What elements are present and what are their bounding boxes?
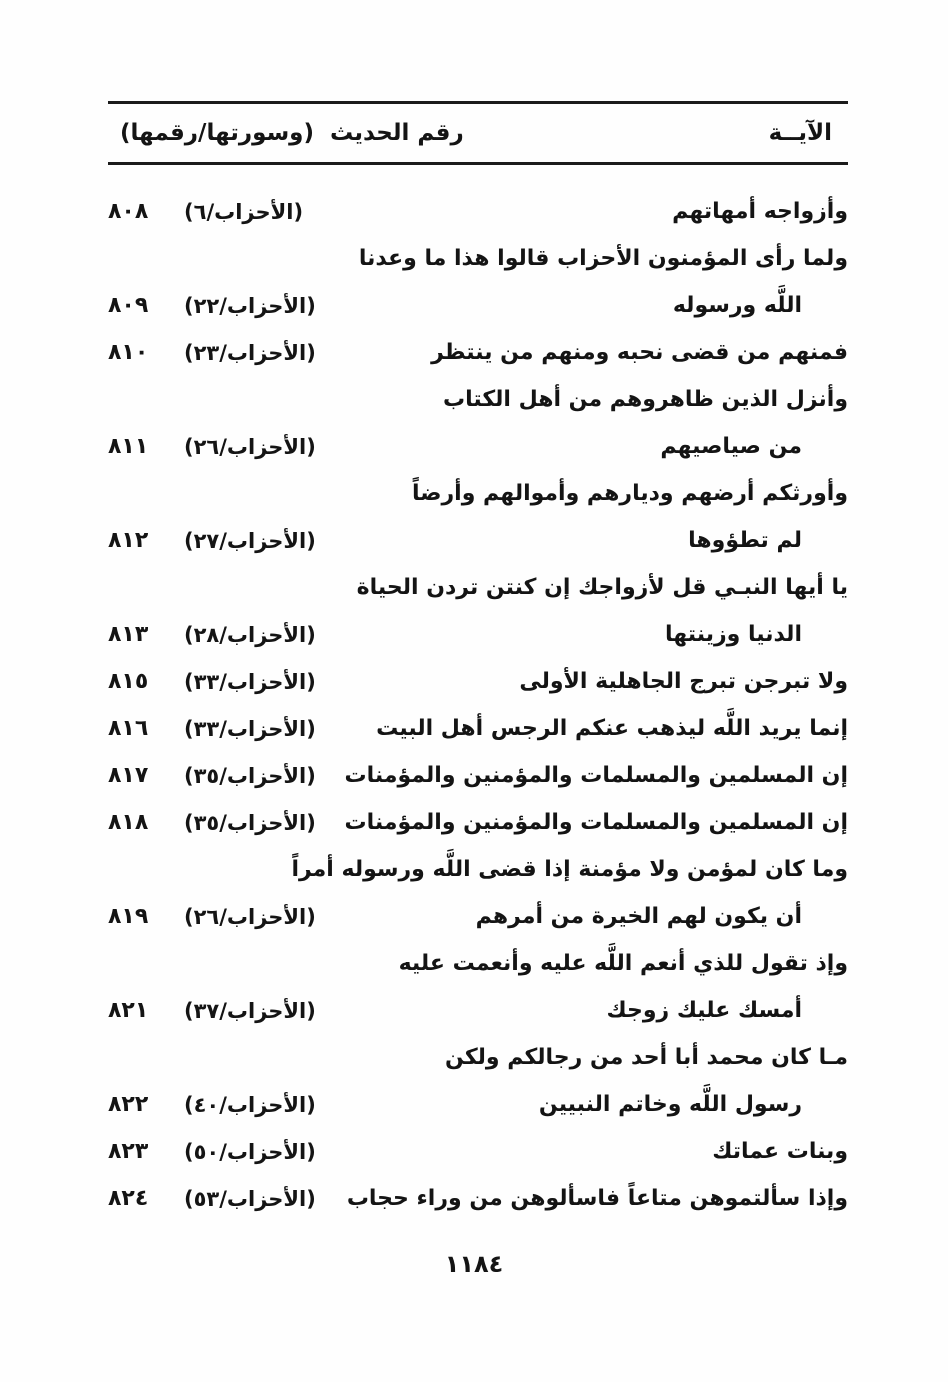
hadith-number: ٨١٠ [108,340,149,365]
index-row: وإذا سألتموهن متاعاً فاسألوهن من وراء حج… [108,1175,848,1222]
verse-reference: (الأحزاب/٢٧) [184,528,316,553]
index-row: لم تطؤوها (الأحزاب/٢٧) ٨١٢ [108,517,848,564]
verse-reference: (الأحزاب/٥٣) [184,1186,316,1211]
verse-index-list: وأزواجه أمهاتهم (الأحزاب/٦) ٨٠٨ ولما رأى… [108,188,848,1222]
verse-reference: (الأحزاب/٤٠) [184,1092,316,1117]
column-header-verse: الآيــة [768,120,832,146]
verse-text: وأزواجه أمهاتهم [672,199,848,224]
index-row: وأزواجه أمهاتهم (الأحزاب/٦) ٨٠٨ [108,188,848,235]
verse-reference: (الأحزاب/٣٣) [184,669,316,694]
verse-text: إن المسلمين والمسلمات والمؤمنين والمؤمنا… [344,810,849,835]
hadith-number: ٨١٧ [108,763,149,788]
column-header-verse-reference: (وسورتها/رقمها) [120,120,314,146]
index-row: إن المسلمين والمسلمات والمؤمنين والمؤمنا… [108,752,848,799]
verse-reference: (الأحزاب/٥٠) [184,1139,316,1164]
verse-text: وما كان لمؤمن ولا مؤمنة إذا قضى اللَّه و… [291,857,848,882]
verse-text: ولما رأى المؤمنون الأحزاب قالوا هذا ما و… [358,246,848,271]
verse-text: وبنات عماتك [712,1139,848,1164]
hadith-number: ٨١١ [108,434,149,459]
verse-text: اللَّه ورسوله [672,293,802,318]
index-row: رسول اللَّه وخاتم النبيين (الأحزاب/٤٠) ٨… [108,1081,848,1128]
verse-reference: (الأحزاب/٣٧) [184,998,316,1023]
verse-text: وإذا سألتموهن متاعاً فاسألوهن من وراء حج… [346,1186,848,1211]
verse-text: إنما يريد اللَّه ليذهب عنكم الرجس أهل ال… [376,716,848,741]
index-row: اللَّه ورسوله (الأحزاب/٢٢) ٨٠٩ [108,282,848,329]
hadith-number: ٨٠٩ [108,293,149,318]
verse-text: يا أيها النبـي قل لأزواجك إن كنتن تردن ا… [356,575,848,600]
verse-text: مـا كان محمد أبا أحد من رجالكم ولكن [445,1045,848,1070]
column-header-hadith-number: رقم الحديث [330,120,464,146]
index-row: إنما يريد اللَّه ليذهب عنكم الرجس أهل ال… [108,705,848,752]
verse-reference: (الأحزاب/٢٨) [184,622,316,647]
hadith-number: ٨١٣ [108,622,149,647]
index-row: وبنات عماتك (الأحزاب/٥٠) ٨٢٣ [108,1128,848,1175]
verse-text: من صياصيهم [660,434,802,459]
verse-reference: (الأحزاب/٣٣) [184,716,316,741]
verse-text: إن المسلمين والمسلمات والمؤمنين والمؤمنا… [344,763,849,788]
verse-reference: (الأحزاب/٣٥) [184,763,316,788]
index-row: يا أيها النبـي قل لأزواجك إن كنتن تردن ا… [108,564,848,611]
index-row: ولما رأى المؤمنون الأحزاب قالوا هذا ما و… [108,235,848,282]
verse-text: وأورثكم أرضهم وديارهم وأموالهم وأرضاً [411,481,848,506]
index-row: أمسك عليك زوجك (الأحزاب/٣٧) ٨٢١ [108,987,848,1034]
index-row: مـا كان محمد أبا أحد من رجالكم ولكن [108,1034,848,1081]
verse-text: أمسك عليك زوجك [606,998,802,1023]
index-row: وما كان لمؤمن ولا مؤمنة إذا قضى اللَّه و… [108,846,848,893]
index-row: وأنزل الذين ظاهروهم من أهل الكتاب [108,376,848,423]
table-header: الآيــة رقم الحديث (وسورتها/رقمها) [108,101,848,165]
hadith-number: ٨١٨ [108,810,149,835]
hadith-number: ٨٠٨ [108,199,149,224]
hadith-number: ٨١٥ [108,669,149,694]
verse-text: رسول اللَّه وخاتم النبيين [538,1092,802,1117]
verse-reference: (الأحزاب/٢٣) [184,340,316,365]
hadith-number: ٨٢٣ [108,1139,149,1164]
hadith-number: ٨١٦ [108,716,149,741]
verse-text: ولا تبرجن تبرج الجاهلية الأولى [519,669,848,694]
verse-text: لم تطؤوها [688,528,802,553]
verse-reference: (الأحزاب/٦) [184,199,304,224]
verse-text: فمنهم من قضى نحبه ومنهم من ينتظر [431,340,848,365]
verse-text: الدنيا وزينتها [664,622,802,647]
hadith-number: ٨٢٢ [108,1092,149,1117]
verse-reference: (الأحزاب/٣٥) [184,810,316,835]
hadith-number: ٨٢١ [108,998,149,1023]
index-row: أن يكون لهم الخيرة من أمرهم (الأحزاب/٢٦)… [108,893,848,940]
verse-reference: (الأحزاب/٢٢) [184,293,316,318]
index-row: الدنيا وزينتها (الأحزاب/٢٨) ٨١٣ [108,611,848,658]
verse-text: وأنزل الذين ظاهروهم من أهل الكتاب [442,387,848,412]
page-number: ١١٨٤ [444,1250,504,1278]
index-row: فمنهم من قضى نحبه ومنهم من ينتظر (الأحزا… [108,329,848,376]
verse-reference: (الأحزاب/٢٦) [184,434,316,459]
hadith-number: ٨١٩ [108,904,149,929]
hadith-number: ٨١٢ [108,528,149,553]
index-row: من صياصيهم (الأحزاب/٢٦) ٨١١ [108,423,848,470]
index-row: وأورثكم أرضهم وديارهم وأموالهم وأرضاً [108,470,848,517]
hadith-number: ٨٢٤ [108,1186,149,1211]
index-row: وإذ تقول للذي أنعم اللَّه عليه وأنعمت عل… [108,940,848,987]
index-row: ولا تبرجن تبرج الجاهلية الأولى (الأحزاب/… [108,658,848,705]
verse-text: وإذ تقول للذي أنعم اللَّه عليه وأنعمت عل… [398,951,848,976]
index-row: إن المسلمين والمسلمات والمؤمنين والمؤمنا… [108,799,848,846]
verse-reference: (الأحزاب/٢٦) [184,904,316,929]
verse-text: أن يكون لهم الخيرة من أمرهم [475,904,802,929]
